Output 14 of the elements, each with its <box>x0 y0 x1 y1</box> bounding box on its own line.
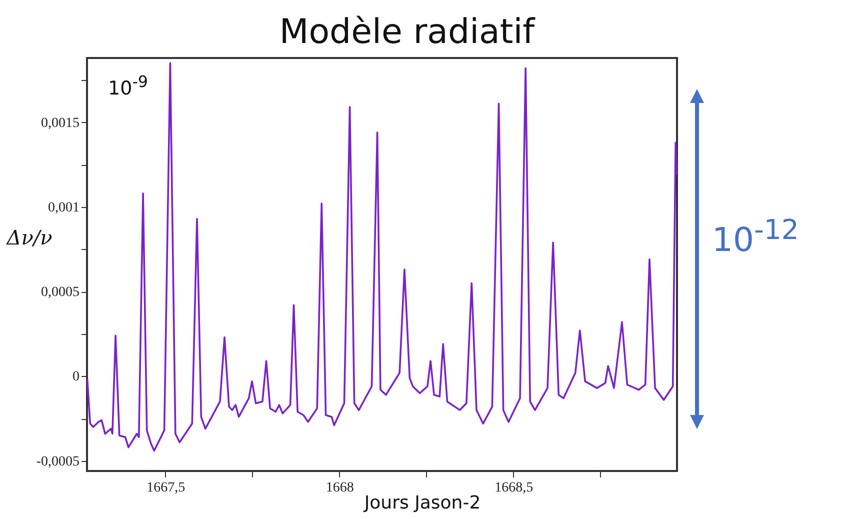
x-tick-label: 1667,5 <box>146 480 186 496</box>
x-axis-title: Jours Jason-2 <box>363 492 481 514</box>
y-tick-label: 0,001 <box>48 200 80 216</box>
y-axis-title: Δν/ν <box>6 226 52 250</box>
y-tick-label: 0,0015 <box>41 116 80 131</box>
text: 10$^{-12}$ <box>712 214 799 259</box>
y-tick-label: 0,0005 <box>41 285 80 300</box>
annotation: 10$^{-9}$ <box>108 72 148 100</box>
chart-title: Modèle radiatif <box>279 12 536 52</box>
line-series <box>86 62 678 452</box>
y-tick-label: 0 <box>72 370 80 385</box>
x-tick-label: 1668 <box>326 480 354 496</box>
y-tick-label: -0,0005 <box>36 454 80 470</box>
x-tick-label: 1668,5 <box>494 480 534 496</box>
